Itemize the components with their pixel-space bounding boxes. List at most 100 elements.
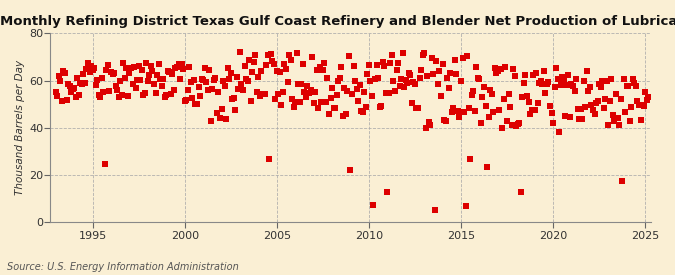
Point: [612, 116, 623, 120]
Point: [61, 98, 72, 102]
Point: [439, 118, 450, 122]
Point: [387, 53, 398, 57]
Point: [254, 94, 265, 98]
Point: [217, 79, 228, 84]
Point: [354, 83, 365, 87]
Point: [118, 61, 129, 65]
Point: [129, 65, 140, 70]
Point: [199, 66, 210, 71]
Point: [322, 76, 333, 80]
Point: [63, 81, 74, 86]
Point: [290, 100, 300, 104]
Point: [552, 76, 563, 81]
Point: [210, 76, 221, 80]
Point: [462, 54, 472, 58]
Point: [422, 74, 433, 78]
Point: [639, 104, 649, 109]
Point: [529, 108, 540, 112]
Point: [547, 121, 558, 125]
Point: [87, 68, 98, 72]
Point: [338, 114, 348, 118]
Point: [611, 92, 622, 96]
Point: [539, 69, 549, 73]
Point: [258, 92, 269, 96]
Point: [327, 86, 338, 90]
Point: [148, 81, 159, 86]
Point: [150, 90, 161, 95]
Point: [176, 61, 187, 66]
Point: [581, 69, 592, 73]
Point: [414, 75, 425, 80]
Point: [435, 94, 446, 99]
Point: [219, 84, 230, 88]
Point: [221, 117, 232, 121]
Point: [344, 54, 354, 58]
Point: [262, 53, 273, 57]
Point: [277, 90, 288, 94]
Point: [411, 106, 422, 110]
Point: [376, 104, 387, 108]
Point: [566, 82, 577, 86]
Point: [68, 87, 78, 91]
Point: [630, 84, 641, 89]
Point: [560, 114, 571, 118]
Point: [182, 88, 193, 93]
Point: [528, 73, 539, 78]
Point: [410, 82, 421, 87]
Point: [194, 94, 205, 98]
Point: [471, 65, 482, 69]
Point: [152, 73, 163, 77]
Point: [491, 71, 502, 76]
Point: [238, 88, 248, 92]
Point: [589, 112, 600, 116]
Point: [323, 112, 334, 117]
Point: [629, 80, 640, 85]
Point: [308, 101, 319, 105]
Point: [502, 119, 512, 123]
Point: [514, 120, 524, 125]
Point: [339, 86, 350, 90]
Point: [158, 76, 169, 81]
Point: [52, 93, 63, 98]
Point: [90, 82, 101, 87]
Point: [250, 53, 261, 58]
Point: [632, 99, 643, 103]
Point: [84, 70, 95, 75]
Point: [503, 92, 514, 96]
Point: [169, 88, 180, 92]
Point: [310, 89, 321, 94]
Point: [81, 67, 92, 72]
Point: [104, 88, 115, 93]
Point: [495, 67, 506, 71]
Point: [405, 73, 416, 77]
Point: [643, 94, 653, 99]
Point: [524, 112, 535, 117]
Point: [345, 168, 356, 173]
Point: [506, 122, 517, 127]
Point: [276, 103, 287, 108]
Point: [549, 85, 560, 89]
Point: [493, 68, 504, 73]
Point: [315, 65, 325, 69]
Point: [535, 79, 546, 84]
Point: [215, 116, 225, 120]
Point: [388, 79, 399, 83]
Point: [608, 113, 618, 117]
Point: [196, 77, 207, 81]
Point: [95, 95, 106, 99]
Point: [186, 79, 196, 84]
Point: [594, 82, 605, 87]
Point: [578, 79, 589, 83]
Point: [400, 78, 411, 82]
Point: [167, 72, 178, 76]
Point: [595, 85, 606, 89]
Point: [356, 109, 367, 113]
Point: [404, 71, 414, 75]
Point: [329, 106, 340, 111]
Point: [144, 73, 155, 77]
Point: [180, 98, 190, 103]
Point: [563, 73, 574, 78]
Point: [351, 87, 362, 91]
Point: [480, 104, 491, 108]
Point: [572, 107, 583, 112]
